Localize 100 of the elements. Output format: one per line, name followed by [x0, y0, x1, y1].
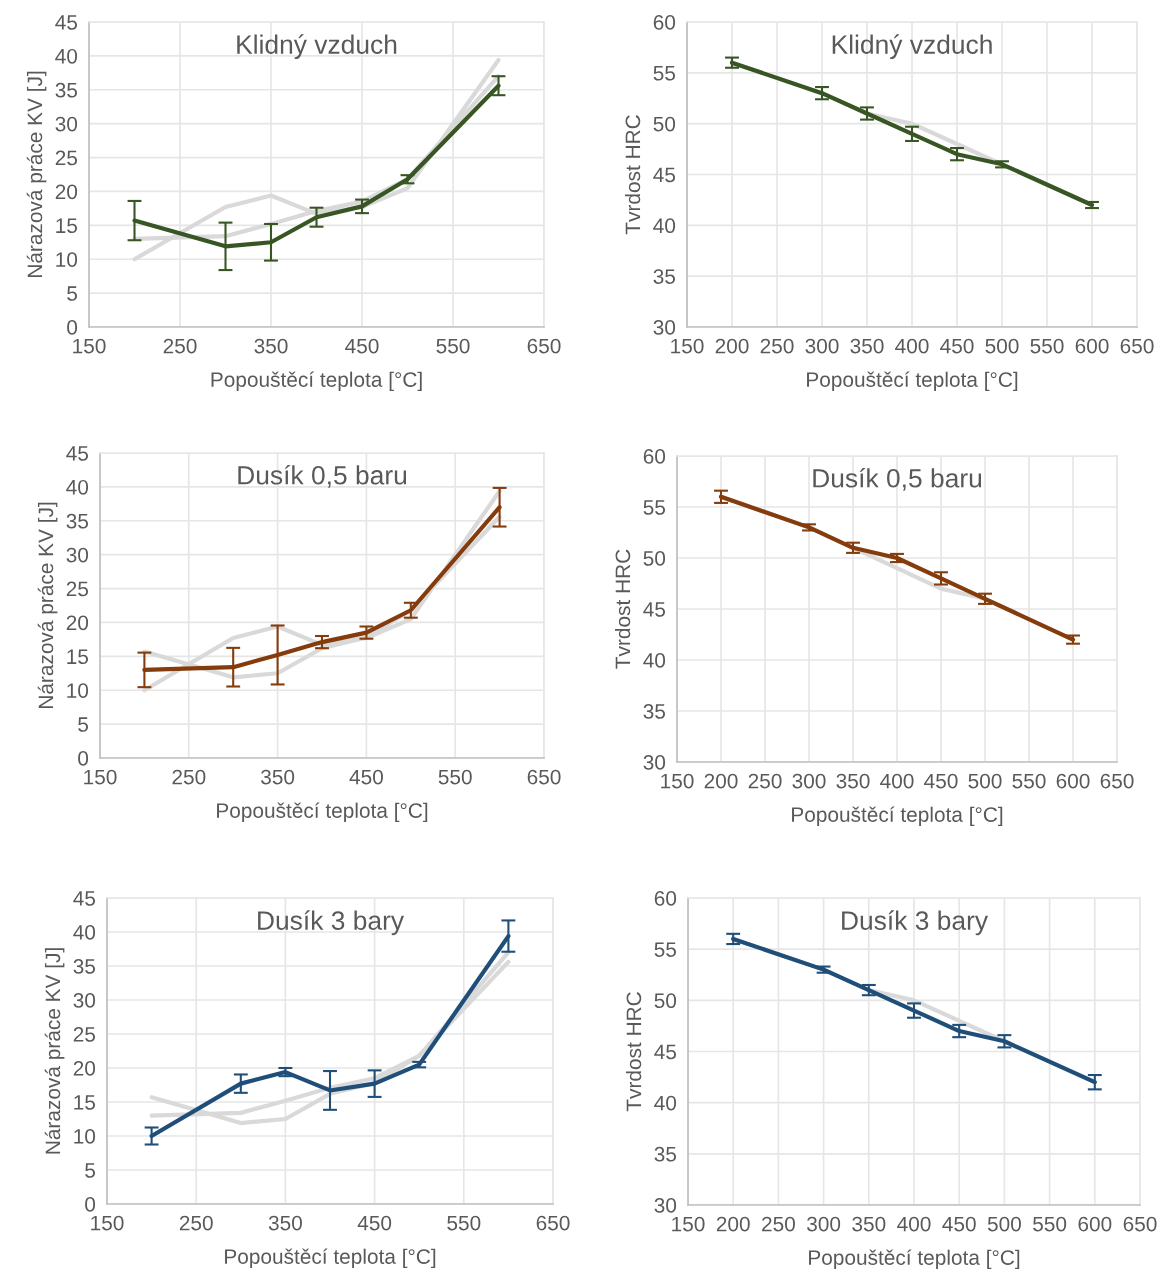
x-tick-label: 650 [1120, 338, 1154, 354]
y-tick-label: 5 [85, 1163, 96, 1178]
chart-title: Dusík 3 bary [258, 910, 405, 936]
x-tick-label: 150 [672, 1216, 705, 1232]
y-axis-title: Nárazová práce KV [J] [37, 502, 58, 708]
x-tick-label: 450 [357, 1215, 392, 1231]
y-tick-label: 0 [78, 751, 89, 766]
y-tick-label: 45 [66, 446, 89, 461]
x-tick-label: 150 [661, 773, 694, 789]
y-tick-label: 35 [653, 269, 676, 284]
y-tick-label: 45 [55, 15, 78, 30]
x-tick-label: 250 [163, 338, 197, 354]
chart-title: Klidný vzduch [237, 34, 397, 60]
x-tick-label: 350 [852, 1216, 886, 1232]
x-tick-label: 300 [807, 1216, 841, 1232]
x-tick-label: 350 [261, 769, 295, 785]
x-axis-title: Popouštěcí teplota [°C] [217, 802, 428, 823]
y-tick-label: 25 [73, 1027, 96, 1042]
y-tick-label: 10 [74, 1129, 96, 1144]
x-tick-label: 450 [940, 338, 974, 354]
x-tick-label: 500 [985, 338, 1019, 354]
y-tick-label: 20 [55, 184, 78, 200]
y-tick-label: 0 [85, 1197, 96, 1212]
y-tick-label: 40 [643, 653, 666, 668]
x-axis-title: Popouštěcí teplota [°C] [211, 371, 422, 392]
x-tick-label: 300 [805, 338, 839, 354]
x-tick-label: 150 [671, 338, 704, 354]
x-tick-label: 150 [91, 1215, 124, 1231]
x-tick-label: 200 [704, 773, 738, 789]
x-tick-label: 350 [836, 773, 870, 789]
y-tick-label: 20 [66, 615, 89, 631]
y-tick-label: 5 [78, 717, 89, 732]
x-axis-title: Popouštěcí teplota [°C] [807, 371, 1018, 392]
y-tick-label: 25 [66, 581, 89, 597]
y-axis-title: Tvrdost HRC [614, 549, 631, 669]
x-tick-label: 550 [438, 769, 472, 785]
x-tick-label: 650 [527, 338, 561, 354]
y-tick-label: 0 [67, 320, 78, 335]
x-axis-title: Popouštěcí teplota [°C] [792, 806, 1003, 827]
x-tick-label: 600 [1056, 773, 1090, 789]
y-tick-label: 55 [654, 942, 677, 957]
y-tick-label: 55 [653, 66, 676, 81]
x-tick-label: 550 [1033, 1216, 1067, 1232]
y-tick-label: 30 [73, 993, 96, 1008]
x-tick-label: 650 [1123, 1216, 1157, 1232]
y-tick-label: 45 [73, 891, 96, 906]
x-tick-label: 550 [436, 338, 470, 354]
y-tick-label: 35 [55, 82, 78, 98]
y-tick-label: 40 [55, 48, 78, 64]
y-tick-label: 10 [67, 683, 89, 698]
y-tick-label: 55 [643, 500, 666, 515]
x-tick-label: 650 [527, 769, 561, 785]
x-tick-label: 600 [1078, 1216, 1112, 1232]
x-tick-label: 550 [1030, 338, 1064, 354]
x-tick-label: 550 [1012, 773, 1046, 789]
x-tick-label: 250 [172, 769, 206, 785]
y-axis-title: Nárazová práce KV [J] [26, 71, 47, 277]
x-tick-label: 250 [760, 338, 794, 354]
y-tick-label: 40 [66, 479, 89, 495]
x-tick-label: 350 [268, 1215, 302, 1231]
x-tick-label: 300 [792, 773, 826, 789]
x-tick-label: 450 [349, 769, 383, 785]
chart-title: Dusík 0,5 baru [813, 467, 982, 491]
y-tick-label: 45 [654, 1044, 677, 1060]
y-tick-label: 40 [73, 925, 96, 940]
x-axis-title: Popouštěcí teplota [°C] [225, 1248, 436, 1269]
x-tick-label: 550 [447, 1215, 481, 1231]
y-tick-label: 35 [654, 1146, 677, 1162]
y-tick-label: 40 [653, 218, 676, 234]
y-tick-label: 60 [653, 15, 676, 30]
x-tick-label: 250 [762, 1216, 795, 1232]
x-tick-label: 350 [850, 338, 884, 354]
y-tick-label: 45 [653, 167, 676, 183]
x-tick-label: 500 [987, 1216, 1021, 1232]
x-tick-label: 350 [254, 338, 288, 354]
chart-title: Dusík 0,5 baru [238, 464, 407, 488]
y-tick-label: 30 [653, 320, 676, 335]
y-tick-label: 50 [653, 116, 676, 132]
x-tick-label: 600 [1075, 338, 1109, 354]
x-tick-label: 650 [536, 1215, 570, 1231]
x-tick-label: 500 [968, 773, 1002, 789]
y-tick-label: 60 [643, 449, 666, 464]
y-axis-title: Tvrdost HRC [625, 992, 642, 1112]
y-tick-label: 30 [55, 116, 78, 132]
y-tick-label: 30 [643, 755, 666, 770]
x-tick-label: 450 [345, 338, 379, 354]
chart-title: Klidný vzduch [832, 34, 992, 60]
y-tick-label: 15 [67, 649, 89, 665]
x-tick-label: 250 [179, 1215, 213, 1231]
y-tick-label: 10 [56, 252, 78, 267]
x-tick-label: 200 [716, 1216, 750, 1232]
x-tick-label: 200 [715, 338, 749, 354]
y-tick-label: 5 [67, 286, 78, 301]
y-tick-label: 15 [74, 1095, 96, 1110]
y-axis-title: Tvrdost HRC [624, 115, 641, 235]
x-tick-label: 650 [1100, 773, 1134, 789]
y-tick-label: 35 [643, 704, 666, 719]
x-tick-label: 150 [84, 769, 117, 785]
y-tick-label: 50 [654, 993, 677, 1009]
y-tick-label: 30 [66, 547, 89, 563]
